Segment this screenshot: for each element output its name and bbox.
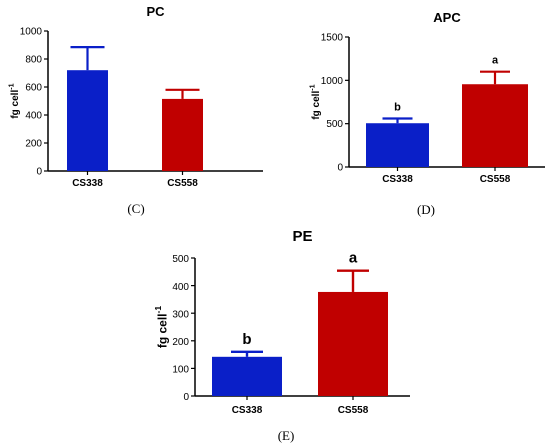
chart-panel-pc: PC 0 200 400 600 800 1000 fg cell-1 CS338 CS558 (C… [7, 4, 263, 216]
y-axis-label-superscript: -1 [153, 306, 163, 314]
significance-letter: a [492, 55, 499, 67]
y-tick-label: 300 [172, 309, 189, 320]
panel-label: (C) [127, 201, 144, 216]
y-tick-label: 1500 [321, 33, 344, 44]
bar-cs558 [318, 291, 388, 396]
x-tick-label: CS558 [480, 174, 511, 185]
y-tick-label: 400 [172, 282, 189, 293]
panel-label: (E) [278, 428, 295, 443]
significance-letter: b [242, 331, 251, 348]
x-tick-label: CS338 [72, 178, 103, 189]
bar-cs558 [462, 84, 528, 167]
y-tick-label: 0 [183, 392, 189, 403]
chart-title: PC [146, 4, 165, 19]
significance-letter: a [349, 250, 358, 267]
y-tick-label: 200 [25, 139, 42, 150]
chart-title: PE [292, 228, 312, 245]
y-axis-label-text: fg cell [10, 90, 21, 119]
y-axis-label-text: fg cell [156, 313, 170, 348]
bar-cs558 [162, 98, 203, 171]
y-axis-label: fg cell-1 [153, 306, 169, 349]
bar-cs338 [67, 70, 108, 171]
y-tick-label: 600 [25, 83, 42, 94]
y-axis-label: fg cell-1 [308, 84, 323, 119]
y-tick-label: 400 [25, 111, 42, 122]
bar-cs338 [212, 356, 282, 396]
chart-panel-pe: PE 0 100 200 300 400 500 fg cell-1 CS338 b CS558 a (… [153, 228, 410, 443]
chart-panel-apc: APC 0 500 1000 1500 fg cell-1 CS338 b CS558 a (D) [308, 10, 545, 217]
y-tick-label: 800 [25, 55, 42, 66]
y-tick-label: 100 [172, 365, 189, 376]
y-tick-label: 200 [172, 337, 189, 348]
y-tick-label: 500 [326, 119, 343, 130]
y-tick-label: 0 [337, 163, 343, 174]
y-tick-label: 1000 [321, 76, 344, 87]
bar-cs338 [366, 123, 429, 167]
y-tick-label: 0 [36, 167, 42, 178]
chart-title: APC [433, 10, 461, 25]
y-axis-label: fg cell-1 [7, 83, 22, 118]
x-tick-label: CS338 [232, 405, 263, 416]
significance-letter: b [394, 101, 401, 113]
y-axis-label-superscript: -1 [7, 83, 16, 89]
y-axis-label-superscript: -1 [308, 84, 317, 90]
y-tick-label: 1000 [20, 27, 43, 38]
x-tick-label: CS338 [382, 174, 413, 185]
y-tick-label: 500 [172, 254, 189, 265]
panel-label: (D) [417, 202, 435, 217]
x-tick-label: CS558 [167, 178, 198, 189]
x-tick-label: CS558 [338, 405, 369, 416]
y-axis-label-text: fg cell [311, 91, 322, 120]
